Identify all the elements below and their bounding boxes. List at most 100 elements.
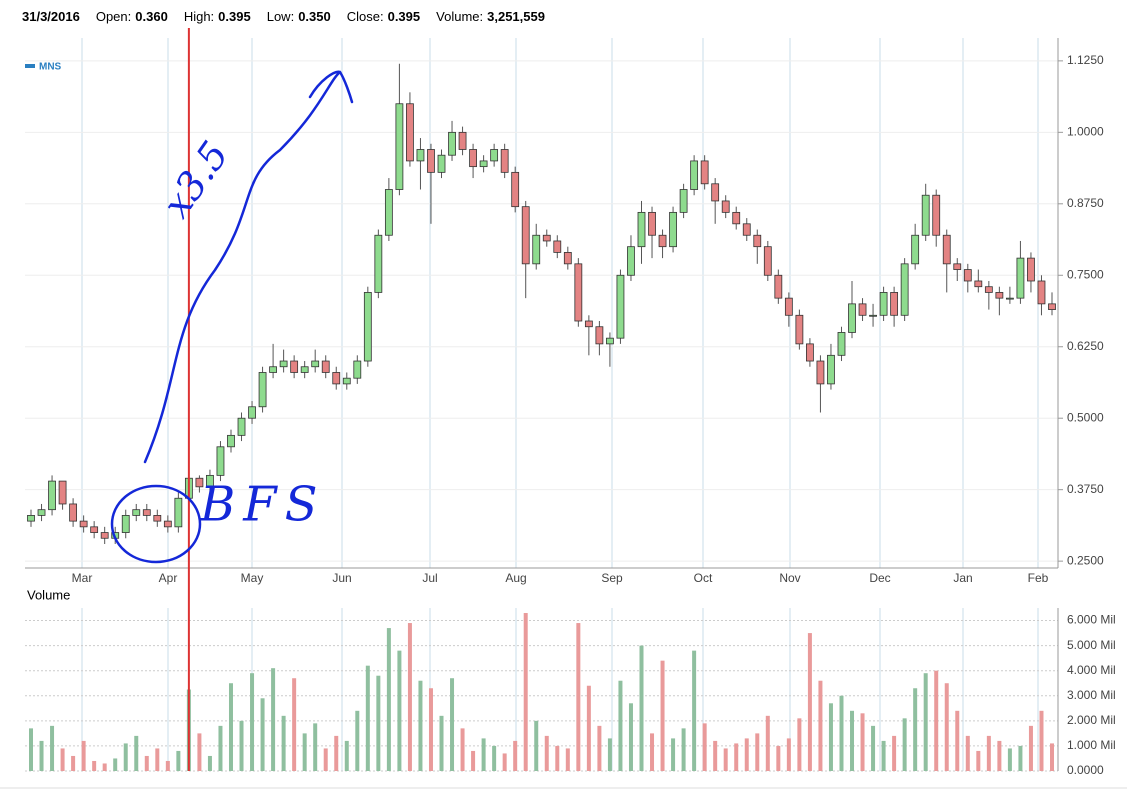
candle-body — [58, 480, 67, 505]
candle-body — [437, 154, 446, 173]
y-tick-label: 4.000 Mil — [1067, 663, 1116, 677]
candle-body — [363, 292, 372, 362]
candle-body — [690, 160, 699, 190]
candle-body — [227, 434, 235, 448]
annotation-arrow — [143, 70, 354, 464]
volume-bar — [1050, 743, 1054, 771]
volume-bar — [376, 675, 381, 771]
candle-body — [795, 314, 804, 345]
y-tick-label: 0.5000 — [1067, 410, 1104, 424]
candle-body — [542, 234, 551, 242]
volume-bar — [355, 710, 360, 771]
volume-bar — [418, 680, 423, 771]
candle-body — [27, 515, 35, 522]
volume-bar — [607, 738, 612, 771]
field-label: Open: — [95, 9, 132, 24]
volume-bar — [239, 720, 244, 771]
candle-body — [806, 343, 814, 362]
volume-bar — [797, 718, 802, 771]
volume-bar — [986, 735, 991, 771]
candle-body — [606, 337, 614, 345]
volume-bar — [207, 755, 212, 771]
volume-bar — [944, 683, 949, 771]
candle-body — [490, 149, 499, 162]
candle-body — [890, 292, 899, 316]
x-tick-label: Feb — [1028, 571, 1049, 585]
candle-body — [48, 480, 56, 511]
volume-bar — [39, 740, 44, 771]
candle-body — [469, 149, 477, 168]
volume-bar — [281, 715, 286, 771]
candle-body — [248, 406, 256, 419]
volume-bar — [860, 713, 865, 771]
candle-body — [1027, 257, 1035, 282]
candle-body — [237, 417, 246, 436]
field-value: 0.395 — [218, 9, 251, 24]
candle-body — [711, 183, 720, 202]
candle-body — [869, 314, 877, 317]
volume-bar — [881, 740, 886, 771]
candle-body — [216, 446, 225, 476]
volume-bar — [81, 740, 86, 771]
candle-body — [416, 149, 425, 162]
candle-body — [448, 131, 456, 156]
volume-bar — [292, 678, 297, 771]
volume-bar — [450, 678, 455, 771]
candle-body — [479, 160, 488, 168]
candle-body — [458, 131, 467, 150]
y-tick-label: 1.0000 — [1067, 125, 1104, 139]
volume-bar — [260, 698, 265, 771]
candle-body — [406, 103, 414, 162]
candle-body — [1005, 297, 1014, 300]
annotation: x3.5 — [154, 133, 237, 225]
candle-body — [732, 211, 741, 225]
candle-body — [742, 223, 751, 236]
candle-body — [753, 234, 762, 248]
volume-bar — [671, 738, 676, 771]
y-tick-label: 3.000 Mil — [1067, 688, 1116, 702]
candle-body — [206, 474, 214, 488]
volume-bar — [755, 733, 760, 771]
candle-body — [174, 497, 183, 528]
y-tick-label: 1.1250 — [1067, 53, 1104, 67]
volume-bar — [1018, 745, 1023, 771]
candle-body — [932, 194, 941, 236]
x-tick-label: Apr — [159, 571, 178, 585]
candle-body — [69, 503, 78, 522]
volume-bar — [828, 703, 833, 771]
volume-bar — [71, 755, 76, 771]
y-tick-label: 0.2500 — [1067, 553, 1104, 567]
candle-body — [163, 520, 172, 528]
x-tick-label: Oct — [694, 571, 713, 585]
y-tick-label: 0.0000 — [1067, 763, 1104, 777]
candle-body — [816, 360, 825, 385]
volume-bar — [344, 740, 349, 771]
y-tick-label: 0.6250 — [1067, 339, 1104, 353]
y-tick-label: 6.000 Mil — [1067, 613, 1116, 627]
candle-body — [774, 274, 783, 299]
candle-body — [1016, 257, 1025, 299]
volume-bar — [892, 735, 897, 771]
candle-body — [153, 515, 162, 522]
volume-bar — [923, 673, 928, 771]
volume-bar — [365, 665, 370, 771]
candle-body — [79, 520, 88, 528]
volume-bar — [692, 650, 697, 771]
x-tick-label: Nov — [779, 571, 800, 585]
volume-bar — [597, 725, 602, 771]
volume-bar — [913, 688, 918, 771]
volume-bar — [50, 725, 55, 771]
candle-body — [616, 274, 625, 339]
volume-bar — [386, 628, 391, 771]
candle-body — [395, 103, 404, 190]
volume-bar — [786, 738, 791, 771]
volume-bar — [144, 755, 149, 771]
candle-body — [290, 360, 299, 373]
candle-body — [521, 206, 530, 265]
candle-body — [879, 292, 888, 316]
y-tick-label: 1.000 Mil — [1067, 738, 1116, 752]
candle-body — [784, 297, 793, 316]
candle-body — [763, 246, 772, 276]
volume-bar — [197, 733, 202, 771]
